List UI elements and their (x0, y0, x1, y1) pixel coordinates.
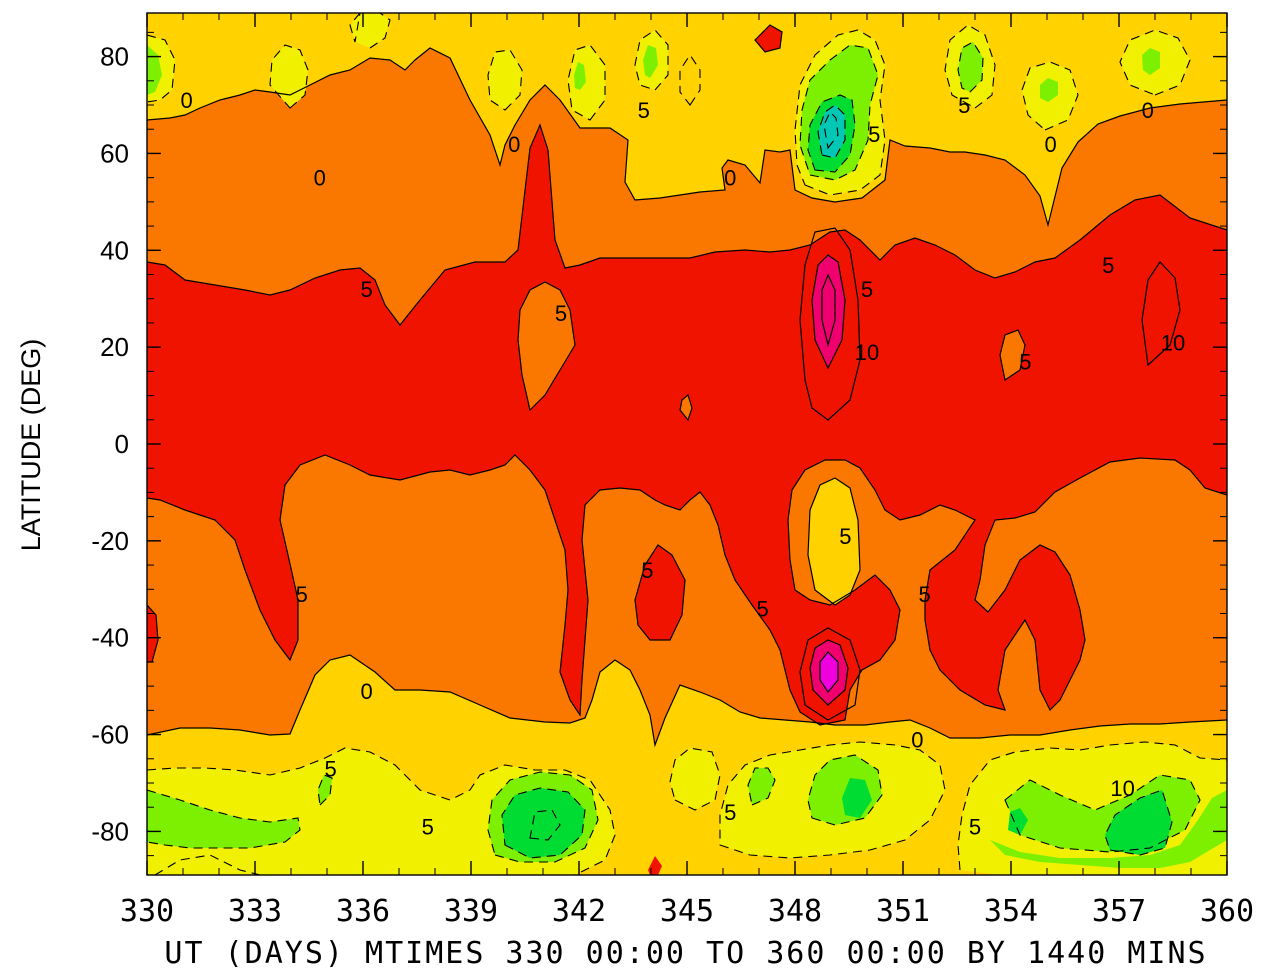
x-tick-label: 339 (444, 894, 498, 929)
x-tick-label: 342 (552, 894, 606, 929)
contour-label: 5 (422, 815, 434, 840)
contour-label: 5 (839, 524, 851, 549)
band-neg5-0-north-d (568, 45, 605, 120)
y-axis-label: LATITUDE (DEG) (16, 339, 46, 552)
band-5-10-pocket-b (1000, 330, 1025, 380)
band-neg10-neg5-north-e (1142, 48, 1160, 75)
band-neg15-neg10-south-c (842, 778, 872, 818)
contour-label: 5 (360, 277, 372, 302)
band-neg10-neg5-north-g (574, 62, 586, 90)
contour-label: 5 (969, 815, 981, 840)
band-10-15-north-patch (755, 25, 782, 52)
y-tick-label: -40 (91, 623, 129, 653)
x-tick-label: 360 (1200, 894, 1254, 929)
band-neg10-neg5-south-a (147, 790, 300, 848)
x-tick-label: 348 (768, 894, 822, 929)
contour-label: 5 (724, 800, 736, 825)
solid-contour-lines (147, 24, 1227, 748)
band-neg15-neg10-south-b (1105, 790, 1172, 855)
band-10-15-south-pocket (635, 545, 685, 640)
y-tick-label: 40 (100, 235, 129, 265)
x-tick-label: 357 (1092, 894, 1146, 929)
contour-label: 0 (911, 727, 923, 752)
band-neg15-neg10-south-a (502, 788, 585, 858)
band-neg10-neg5-south-d (990, 775, 1227, 868)
contour-labels: 0 0 0 5 0 5 5 0 0 5 5 5 10 5 10 5 5 5 5 5 5 0 0 5 5 5 5 10 (180, 88, 1185, 840)
x-tick-label: 345 (660, 894, 714, 929)
dashed-contour-lines (147, 13, 1227, 875)
contour-label: 5 (861, 277, 873, 302)
contour-label: 5 (958, 93, 970, 118)
y-tick-label: 20 (100, 332, 129, 362)
band-neg5-0-north-j (350, 13, 390, 48)
contour-label: 10 (855, 340, 879, 365)
x-tick-label: 354 (984, 894, 1038, 929)
contour-label: 10 (1110, 776, 1134, 801)
band-gt20-south-max (820, 652, 838, 692)
contour-label: 0 (314, 166, 326, 191)
band-15-20-north-max (812, 255, 845, 368)
contour-label: 0 (508, 132, 520, 157)
band-neg10-neg5-south-e (748, 768, 775, 805)
contour-label: 0 (360, 679, 372, 704)
band-10-15-left-edge (147, 605, 158, 662)
band-neg10-neg5-north-c (958, 42, 983, 92)
y-axis: 80 60 40 20 0 -20 -40 -60 -80 (91, 42, 1227, 846)
y-tick-label: -20 (91, 526, 129, 556)
contour-label: 5 (555, 301, 567, 326)
y-tick-label: 80 (100, 42, 129, 72)
contour-label: 5 (918, 582, 930, 607)
y-tick-label: 0 (115, 429, 129, 459)
y-tick-label: -80 (91, 816, 129, 846)
contour-label: 5 (641, 558, 653, 583)
x-tick-label: 330 (120, 894, 174, 929)
contour-field: 0 0 0 5 0 5 5 0 0 5 5 5 10 5 10 5 5 5 5 5 5 0 0 5 5 5 5 10 (147, 13, 1227, 875)
band-neg5-0-north-c (488, 50, 522, 110)
band-neg10-neg5-north-a (147, 45, 162, 95)
contour-label: 5 (638, 98, 650, 123)
contour-label: 5 (1019, 350, 1031, 375)
contour-label: 0 (724, 166, 736, 191)
y-tick-label: 60 (100, 138, 129, 168)
band-lt-neg15-north (818, 105, 845, 158)
contour-label: 5 (324, 756, 336, 781)
band-0-5-lens (808, 478, 860, 605)
y-tick-label: -60 (91, 720, 129, 750)
x-tick-label: 333 (228, 894, 282, 929)
x-tick-label: 336 (336, 894, 390, 929)
contour-label: 5 (1102, 253, 1114, 278)
band-10-15-equatorial (147, 125, 1227, 725)
band-neg5-0-south-b (670, 748, 720, 810)
band-neg10-neg5-north-f (1040, 78, 1058, 102)
contour-label: 0 (180, 88, 192, 113)
contour-label: 5 (868, 122, 880, 147)
x-tick-label: 351 (876, 894, 930, 929)
band-5-10-pocket-a (518, 282, 575, 410)
contour-label: 0 (1044, 132, 1056, 157)
x-axis: 330 333 336 339 342 345 348 351 354 357 360 (120, 13, 1254, 929)
contour-label: 5 (296, 582, 308, 607)
band-neg15-neg10-south-d (1008, 808, 1028, 835)
contour-label: 0 (1142, 98, 1154, 123)
band-neg5-0-north-b (270, 45, 308, 108)
contour-label: 10 (1161, 330, 1185, 355)
contour-label: 5 (756, 597, 768, 622)
band-neg10-neg5-north-d (643, 45, 658, 78)
x-axis-label: UT (DAYS) MTIMES 330 00:00 TO 360 00:00 … (164, 936, 1207, 971)
